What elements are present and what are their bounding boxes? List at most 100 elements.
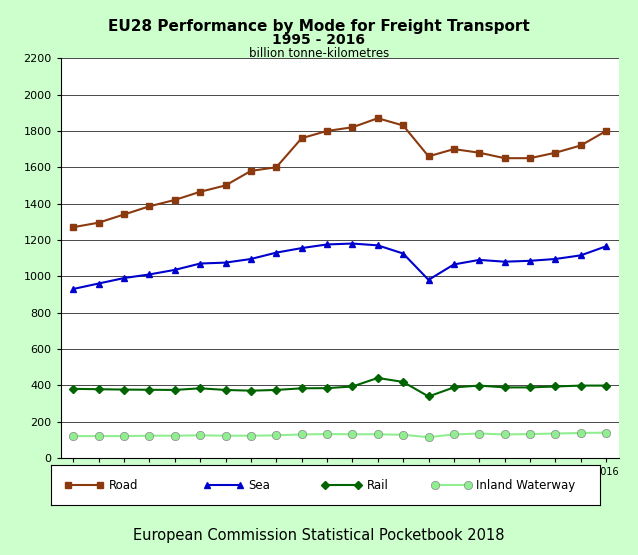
- Road: [399, 122, 407, 129]
- Inland Waterway: [425, 434, 433, 441]
- Road: [552, 149, 560, 156]
- Text: Sea: Sea: [249, 478, 271, 492]
- Text: Road: Road: [108, 478, 138, 492]
- Road: [577, 142, 584, 149]
- Rail: [247, 387, 255, 394]
- Rail: [222, 387, 230, 393]
- Text: billion tonne-kilometres: billion tonne-kilometres: [249, 47, 389, 59]
- Road: [272, 164, 280, 170]
- Rail: [577, 382, 584, 389]
- Road: [475, 149, 483, 156]
- Rail: [348, 383, 356, 390]
- Inland Waterway: [171, 432, 179, 439]
- Rail: [120, 386, 128, 393]
- Road: [526, 155, 534, 162]
- Sea: [399, 250, 407, 257]
- Inland Waterway: [70, 433, 77, 440]
- Sea: [95, 280, 103, 287]
- Road: [450, 146, 457, 153]
- Sea: [425, 276, 433, 283]
- Line: Rail: Rail: [70, 375, 609, 400]
- Road: [70, 224, 77, 230]
- Road: [95, 219, 103, 226]
- Text: EU28 Performance by Mode for Freight Transport: EU28 Performance by Mode for Freight Tra…: [108, 19, 530, 34]
- Text: European Commission Statistical Pocketbook 2018: European Commission Statistical Pocketbo…: [133, 528, 505, 543]
- Road: [323, 128, 331, 134]
- Road: [298, 135, 306, 142]
- Line: Sea: Sea: [70, 240, 610, 292]
- Inland Waterway: [348, 431, 356, 437]
- Inland Waterway: [450, 431, 457, 438]
- Sea: [602, 243, 610, 250]
- Text: Rail: Rail: [366, 478, 389, 492]
- Rail: [501, 384, 508, 391]
- Text: Inland Waterway: Inland Waterway: [476, 478, 575, 492]
- Inland Waterway: [247, 432, 255, 439]
- Inland Waterway: [222, 432, 230, 439]
- Sea: [120, 275, 128, 281]
- Inland Waterway: [577, 430, 584, 436]
- Road: [602, 128, 610, 134]
- Rail: [450, 384, 457, 391]
- Rail: [145, 386, 153, 393]
- Road: [374, 115, 382, 122]
- Sea: [475, 256, 483, 263]
- Road: [247, 168, 255, 174]
- Sea: [552, 256, 560, 263]
- Inland Waterway: [95, 433, 103, 440]
- Inland Waterway: [552, 430, 560, 437]
- Rail: [475, 382, 483, 389]
- Road: [120, 211, 128, 218]
- Inland Waterway: [120, 433, 128, 440]
- Rail: [171, 387, 179, 393]
- Rail: [272, 387, 280, 393]
- Rail: [526, 384, 534, 391]
- Inland Waterway: [272, 432, 280, 438]
- Sea: [171, 266, 179, 273]
- Sea: [374, 242, 382, 249]
- Line: Road: Road: [70, 115, 609, 230]
- Inland Waterway: [399, 431, 407, 438]
- Road: [171, 196, 179, 203]
- Road: [348, 124, 356, 130]
- Sea: [247, 256, 255, 263]
- Inland Waterway: [602, 430, 610, 436]
- Sea: [348, 240, 356, 247]
- Sea: [450, 261, 457, 268]
- Rail: [197, 385, 204, 392]
- Sea: [298, 245, 306, 251]
- Sea: [145, 271, 153, 278]
- Sea: [70, 286, 77, 292]
- Line: Inland Waterway: Inland Waterway: [69, 428, 611, 441]
- Sea: [197, 260, 204, 267]
- Rail: [552, 383, 560, 390]
- Sea: [577, 252, 584, 259]
- Rail: [374, 375, 382, 381]
- Road: [425, 153, 433, 160]
- Inland Waterway: [145, 432, 153, 439]
- Inland Waterway: [298, 431, 306, 438]
- Sea: [526, 258, 534, 264]
- Rail: [425, 393, 433, 400]
- Rail: [95, 386, 103, 392]
- Road: [501, 155, 508, 162]
- Road: [145, 203, 153, 210]
- Rail: [323, 385, 331, 391]
- Rail: [399, 379, 407, 385]
- Road: [197, 189, 204, 195]
- Inland Waterway: [526, 431, 534, 437]
- Inland Waterway: [323, 431, 331, 437]
- Inland Waterway: [501, 431, 508, 438]
- Rail: [70, 386, 77, 392]
- Sea: [222, 259, 230, 266]
- Sea: [323, 241, 331, 248]
- Rail: [602, 382, 610, 389]
- Inland Waterway: [374, 431, 382, 437]
- Rail: [298, 385, 306, 392]
- Inland Waterway: [475, 430, 483, 437]
- Text: 1995 - 2016: 1995 - 2016: [272, 33, 366, 47]
- Sea: [501, 259, 508, 265]
- Road: [222, 182, 230, 189]
- Sea: [272, 249, 280, 256]
- Inland Waterway: [197, 432, 204, 438]
